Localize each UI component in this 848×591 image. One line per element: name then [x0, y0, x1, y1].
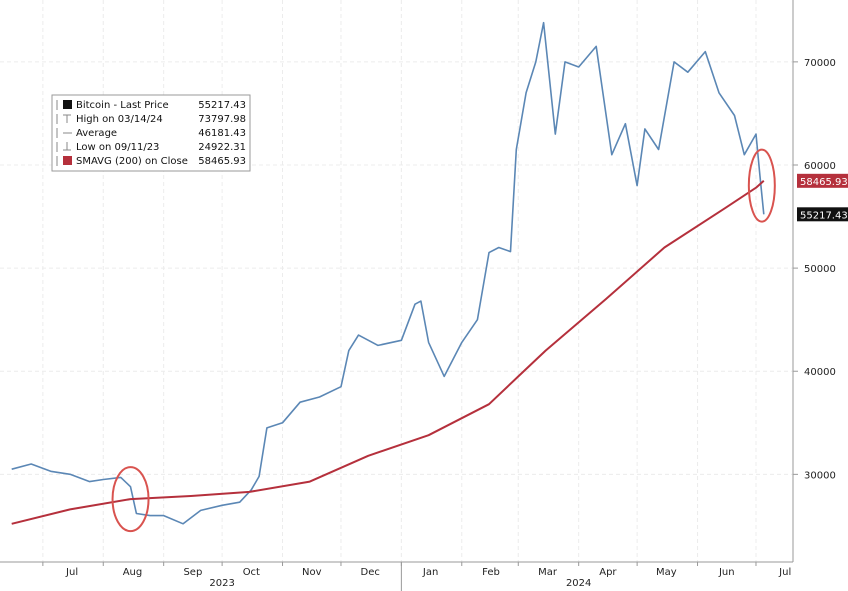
y-tick-label: 60000	[804, 161, 836, 172]
x-tick-label: Mar	[538, 567, 558, 578]
legend-swatch	[63, 114, 71, 123]
highlight-circle-jul	[747, 148, 776, 223]
sma-200-line	[11, 180, 765, 525]
y-tick-label: 50000	[804, 264, 836, 275]
x-tick-label: Jan	[422, 567, 438, 578]
sma-value-tag	[797, 173, 848, 188]
grid	[0, 0, 793, 562]
legend-value: 24922.31	[198, 142, 246, 153]
last-price-tag	[797, 207, 848, 222]
x-tick-label: Feb	[482, 567, 500, 578]
value-tags: 58465.93 55217.43	[797, 173, 848, 222]
y-tick-label: 40000	[804, 367, 836, 378]
x-tick-label: Jun	[718, 567, 735, 578]
legend-label: SMAVG (200) on Close	[76, 156, 188, 167]
legend-value: 73797.98	[198, 114, 246, 125]
series-group	[11, 21, 765, 525]
legend-box	[51, 94, 251, 172]
legend-label: High on 03/14/24	[76, 114, 163, 125]
legend: Bitcoin - Last Price 55217.43 High on 03/1…	[51, 94, 251, 172]
legend-value: 58465.93	[198, 156, 246, 167]
sma-value-tag-text: 58465.93	[800, 177, 848, 188]
x-tick-label: Aug	[123, 567, 143, 578]
x-tick-label: Oct	[243, 567, 260, 578]
legend-label: Bitcoin - Last Price	[76, 100, 169, 111]
x-tick-label: Apr	[599, 567, 617, 578]
legend-swatch	[63, 100, 72, 109]
x-tick-label: Jul	[778, 567, 791, 578]
highlight-circle-aug	[111, 466, 150, 533]
year-label-2023: 2023	[209, 578, 234, 589]
legend-value: 46181.43	[198, 128, 246, 139]
y-tick-label: 30000	[804, 470, 836, 481]
x-tick-label: Dec	[361, 567, 380, 578]
last-price-tag-text: 55217.43	[800, 210, 848, 221]
y-axis: 70000 60000 50000 40000 30000	[792, 0, 836, 562]
legend-value: 55217.43	[198, 100, 246, 111]
x-tick-label: Sep	[183, 567, 202, 578]
legend-swatch	[63, 142, 71, 151]
legend-label: Low on 09/11/23	[76, 142, 159, 153]
legend-label: Average	[76, 128, 117, 139]
highlight-circles	[111, 148, 776, 533]
x-axis: Jul Aug Sep Oct Nov Dec Jan Feb Mar Apr May Jun Jul 2…	[0, 561, 793, 591]
x-tick-label: May	[656, 567, 677, 578]
bitcoin-price-line	[11, 21, 765, 525]
x-tick-label: Jul	[65, 567, 78, 578]
year-label-2024: 2024	[566, 578, 591, 589]
y-tick-label: 70000	[804, 58, 836, 69]
x-tick-label: Nov	[302, 567, 322, 578]
legend-swatch	[63, 156, 72, 165]
